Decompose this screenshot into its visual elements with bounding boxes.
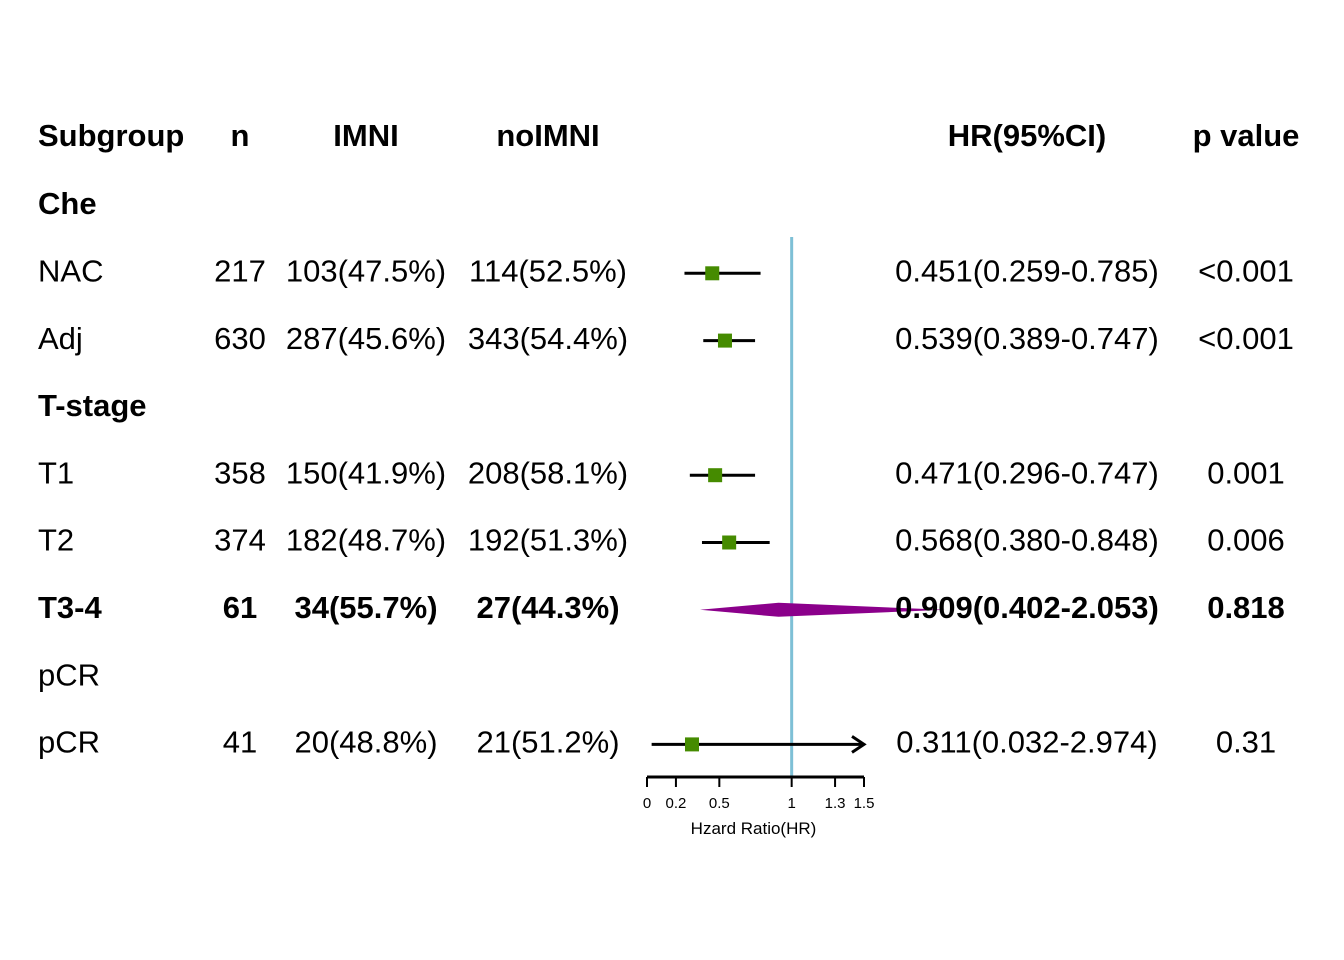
point-estimate — [717, 333, 732, 348]
row-label: NAC — [38, 253, 103, 288]
x-tick-label: 0 — [643, 795, 651, 812]
point-estimate — [722, 535, 737, 550]
row-noimni: 192(51.3%) — [468, 523, 628, 558]
row-n: 217 — [214, 253, 266, 288]
row-noimni: 21(51.2%) — [476, 725, 619, 760]
row-n: 630 — [214, 321, 266, 356]
row-n: 374 — [214, 523, 266, 558]
row-imni: 287(45.6%) — [286, 321, 446, 356]
group-label: pCR — [38, 657, 100, 692]
column-header-label: Subgroup — [38, 118, 184, 153]
row-hr-ci: 0.451(0.259-0.785) — [895, 253, 1159, 288]
row-n: 61 — [223, 590, 257, 625]
column-header-n: n — [231, 118, 250, 153]
column-header-noimni: noIMNI — [496, 118, 599, 153]
x-tick-label: 0.2 — [666, 795, 687, 812]
row-p-value: 0.818 — [1207, 590, 1285, 625]
ci-diamond — [700, 602, 945, 617]
row-imni: 103(47.5%) — [286, 253, 446, 288]
row-label: T3-4 — [38, 590, 103, 625]
x-tick-label: 1.3 — [825, 795, 846, 812]
x-tick-label: 1.5 — [854, 795, 875, 812]
row-imni: 150(41.9%) — [286, 455, 446, 490]
row-p-value: <0.001 — [1198, 253, 1294, 288]
x-axis-label: Hzard Ratio(HR) — [691, 819, 817, 838]
point-estimate — [708, 468, 723, 483]
row-label: T2 — [38, 523, 74, 558]
group-label: T-stage — [38, 388, 147, 423]
row-imni: 20(48.8%) — [294, 725, 437, 760]
row-p-value: 0.31 — [1216, 725, 1276, 760]
row-label: T1 — [38, 455, 74, 490]
row-hr-ci: 0.568(0.380-0.848) — [895, 523, 1159, 558]
column-header-imni: IMNI — [333, 118, 398, 153]
row-noimni: 343(54.4%) — [468, 321, 628, 356]
row-p-value: 0.006 — [1207, 523, 1285, 558]
row-label: pCR — [38, 725, 100, 760]
row-imni: 34(55.7%) — [294, 590, 437, 625]
row-noimni: 208(58.1%) — [468, 455, 628, 490]
row-noimni: 27(44.3%) — [476, 590, 619, 625]
row-noimni: 114(52.5%) — [469, 253, 627, 288]
x-tick-label: 1 — [787, 795, 795, 812]
row-hr-ci: 0.311(0.032-2.974) — [896, 725, 1157, 760]
row-n: 41 — [223, 725, 257, 760]
row-hr-ci: 0.909(0.402-2.053) — [895, 590, 1159, 625]
point-estimate — [705, 266, 720, 281]
row-imni: 182(48.7%) — [286, 523, 446, 558]
ci-arrow — [851, 735, 867, 754]
row-n: 358 — [214, 455, 266, 490]
row-p-value: <0.001 — [1198, 321, 1294, 356]
row-label: Adj — [38, 321, 83, 356]
row-hr-ci: 0.471(0.296-0.747) — [895, 455, 1159, 490]
row-hr-ci: 0.539(0.389-0.747) — [895, 321, 1159, 356]
column-header-hr: HR(95%CI) — [948, 118, 1106, 153]
row-p-value: 0.001 — [1207, 455, 1285, 490]
point-estimate — [684, 737, 699, 752]
x-tick-label: 0.5 — [709, 795, 730, 812]
column-header-p: p value — [1193, 118, 1300, 153]
group-label: Che — [38, 186, 97, 221]
